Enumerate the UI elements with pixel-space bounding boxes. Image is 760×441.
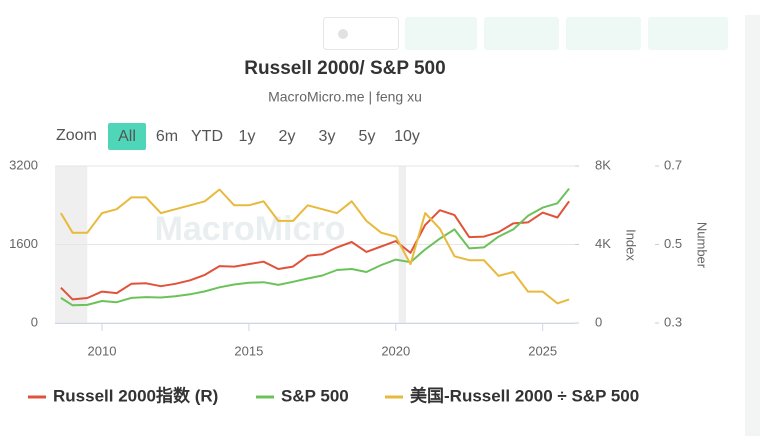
edit-button[interactable] (566, 17, 641, 50)
share-icon (338, 29, 348, 39)
series-line (60, 188, 570, 305)
custom-button[interactable] (405, 17, 477, 50)
copy-button[interactable] (648, 17, 728, 50)
y2-tick-label: 0 (595, 314, 602, 329)
y3-tick-label: 0.5 (664, 236, 682, 251)
y-tick-label: 3200 (9, 157, 38, 172)
share-button[interactable] (323, 17, 399, 50)
series-line (60, 200, 570, 301)
zoom-button[interactable]: 2y (279, 128, 296, 145)
y3-tick-label: 0.7 (664, 157, 682, 172)
zoom-button[interactable]: 10y (394, 128, 420, 145)
y2-tick-label: 8K (595, 157, 611, 172)
plot-area: MacroMicro 0 1600 3200 0 4K 8K 0.3 0.5 0.7 Index Nu… (9, 157, 709, 358)
zoom-button[interactable]: 5y (359, 128, 376, 145)
zoom-button[interactable]: 1y (239, 128, 256, 145)
legend-item[interactable]: 美国-Russell 2000 ÷ S&P 500 (385, 385, 639, 405)
side-panel (745, 15, 760, 436)
x-tick-label: 2020 (381, 343, 410, 358)
legend-label: 美国-Russell 2000 ÷ S&P 500 (410, 385, 639, 405)
y3-tick-label: 0.3 (664, 314, 682, 329)
zoom-button-bg[interactable] (108, 123, 146, 150)
x-tick-label: 2010 (88, 343, 117, 358)
series-line (60, 187, 570, 307)
zoom-button[interactable]: YTD (191, 128, 223, 145)
zoom-button[interactable]: 6m (156, 128, 178, 145)
y2-tick-label: 4K (595, 236, 611, 251)
download-button[interactable] (484, 17, 559, 50)
x-tick-label: 2015 (234, 343, 263, 358)
y-tick-label: 0 (31, 314, 38, 329)
x-tick-label: 2025 (528, 343, 557, 358)
legend-label: Russell 2000指数 (R) (53, 385, 218, 405)
range-selector: Zoom All 6m YTD 1y 2y 3y 5y 10y (56, 123, 420, 150)
zoom-button[interactable]: All (118, 128, 136, 145)
y-tick-label: 1600 (9, 236, 38, 251)
legend-item[interactable]: S&P 500 (256, 386, 349, 405)
zoom-button[interactable]: 3y (319, 128, 336, 145)
legend-item[interactable]: Russell 2000指数 (R) (28, 385, 218, 405)
legend-label: S&P 500 (281, 386, 349, 405)
chart-subtitle: MacroMicro.me | feng xu (268, 89, 422, 105)
watermark: MacroMicro (155, 210, 346, 248)
y3-axis-title: Number (695, 222, 710, 269)
chart-title: Russell 2000/ S&P 500 (244, 58, 445, 79)
zoom-label: Zoom (56, 127, 97, 144)
toolbar (323, 17, 728, 50)
y2-axis-title: Index (624, 229, 639, 261)
